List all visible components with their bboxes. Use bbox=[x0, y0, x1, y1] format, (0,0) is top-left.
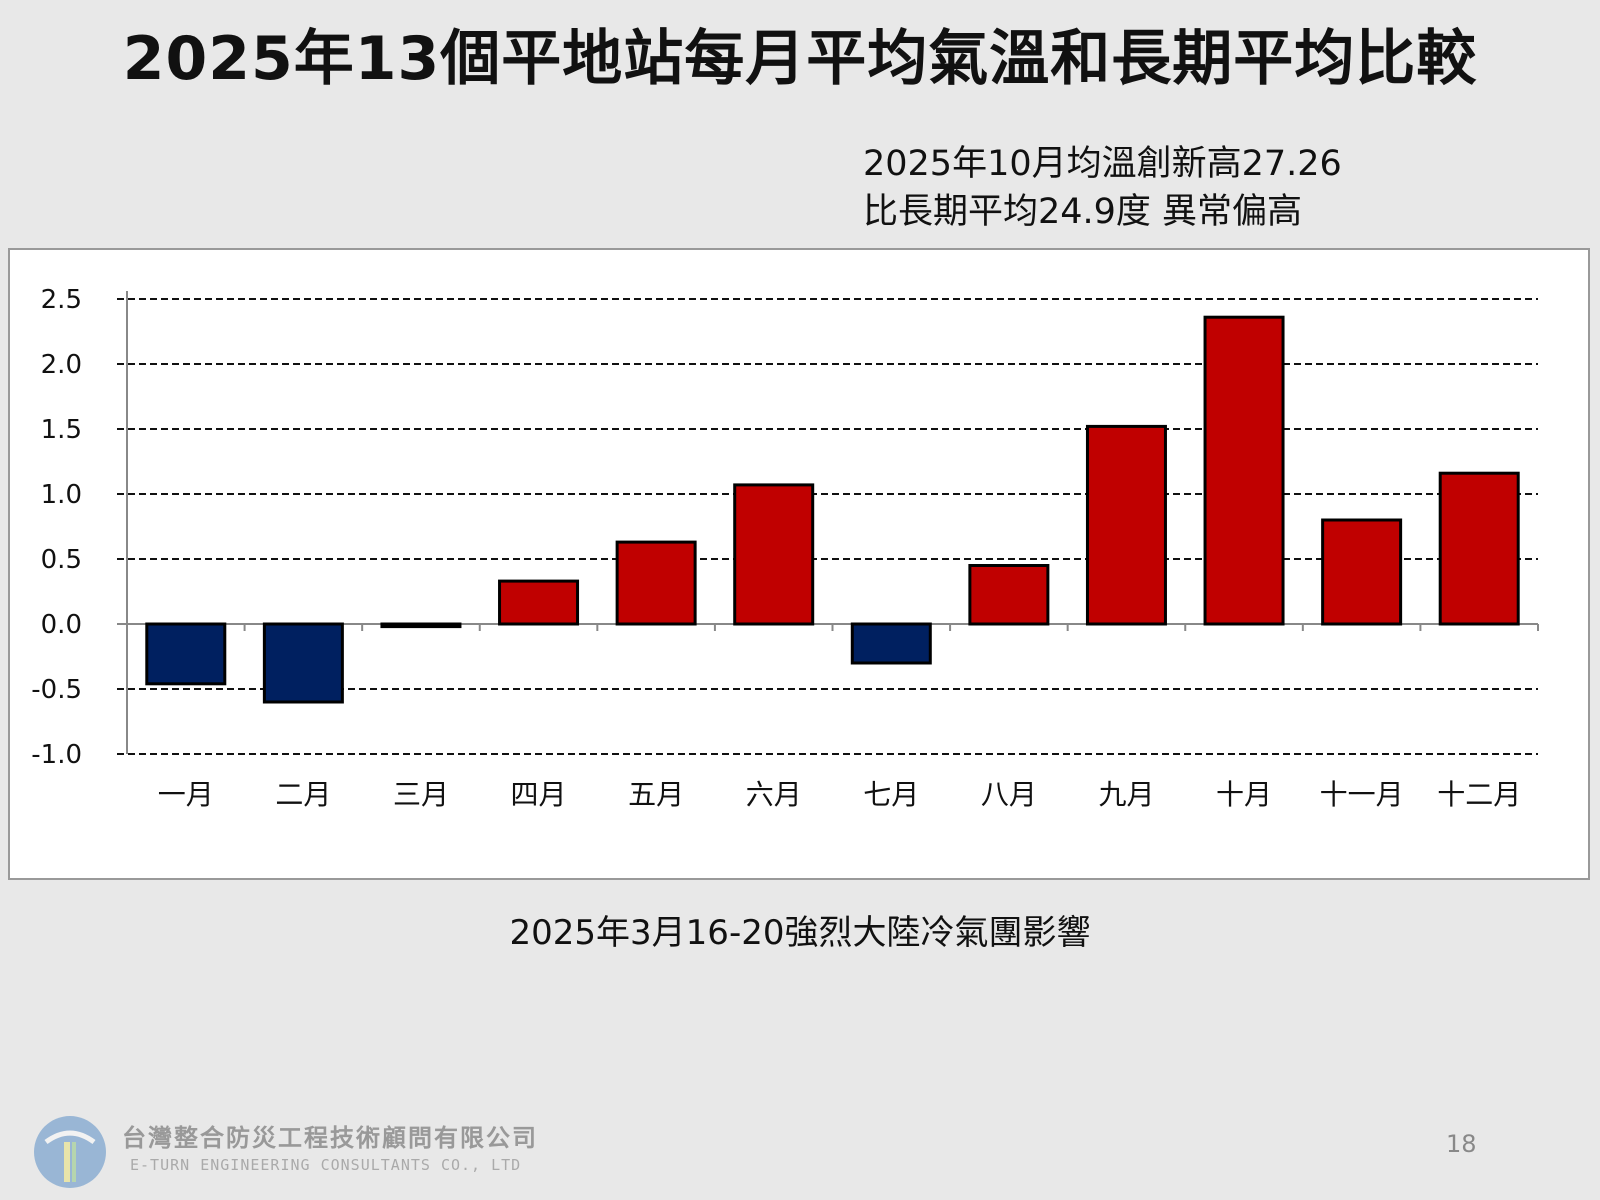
chart-area: 2.5 2.0 1.5 1.0 0.5 0.0 -0.5 -1.0 一月 二月 三月 四月 五月 六月 七月… bbox=[8, 248, 1590, 880]
bar-6 bbox=[733, 483, 815, 626]
bar-8 bbox=[968, 564, 1050, 626]
y-tick-label: 1.0 bbox=[41, 480, 82, 510]
y-tick-label: 2.5 bbox=[41, 285, 82, 315]
x-tick-label: 三月 bbox=[393, 778, 449, 811]
x-tick-label: 九月 bbox=[1098, 778, 1154, 811]
y-tick-label: 1.5 bbox=[41, 415, 82, 445]
bar-5 bbox=[615, 540, 697, 626]
bar-12 bbox=[1438, 471, 1520, 626]
slide-title: 2025年13個平地站每月平均氣溫和長期平均比較 bbox=[122, 24, 1478, 94]
annotation-line-2: 比長期平均24.9度 異常偏高 bbox=[863, 192, 1303, 232]
y-tick-label: -1.0 bbox=[31, 740, 82, 770]
y-tick-label: 2.0 bbox=[41, 350, 82, 380]
bar-11 bbox=[1321, 518, 1403, 626]
bar-10 bbox=[1203, 315, 1285, 626]
x-tick-label: 十月 bbox=[1216, 778, 1272, 811]
x-tick-label: 六月 bbox=[746, 778, 802, 811]
x-tick-label: 一月 bbox=[158, 778, 214, 811]
bar-4 bbox=[498, 579, 580, 626]
bar-3 bbox=[380, 622, 462, 629]
x-tick-label: 二月 bbox=[275, 778, 331, 811]
y-tick-label: -0.5 bbox=[31, 675, 82, 705]
bar-chart: 2.5 2.0 1.5 1.0 0.5 0.0 -0.5 -1.0 一月 二月 三月 四月 五月 六月 七月… bbox=[31, 285, 1539, 811]
x-tick-label: 七月 bbox=[863, 778, 919, 811]
bar-2 bbox=[262, 622, 344, 704]
company-name-en: E-TURN ENGINEERING CONSULTANTS CO., LTD bbox=[130, 1156, 522, 1174]
x-tick-label: 四月 bbox=[511, 778, 567, 811]
annotation: 2025年10月均溫創新高27.26 比長期平均24.9度 異常偏高 bbox=[863, 140, 1342, 236]
company-name: 台灣整合防災工程技術顧問有限公司 bbox=[122, 1124, 538, 1152]
x-tick-label: 十二月 bbox=[1437, 778, 1521, 811]
company-logo-icon bbox=[34, 1116, 106, 1188]
bar-7 bbox=[850, 622, 932, 665]
x-tick-label: 十一月 bbox=[1320, 778, 1404, 811]
annotation-line-1: 2025年10月均溫創新高27.26 bbox=[863, 144, 1342, 184]
x-tick-label: 五月 bbox=[628, 778, 684, 811]
page-number: 18 bbox=[1446, 1130, 1477, 1158]
bar-1 bbox=[145, 622, 227, 686]
y-tick-label: 0.0 bbox=[41, 610, 82, 640]
footnote: 2025年3月16-20強烈大陸冷氣團影響 bbox=[509, 913, 1091, 953]
bar-9 bbox=[1085, 424, 1167, 626]
y-tick-label: 0.5 bbox=[41, 545, 82, 575]
x-tick-label: 八月 bbox=[981, 778, 1037, 811]
